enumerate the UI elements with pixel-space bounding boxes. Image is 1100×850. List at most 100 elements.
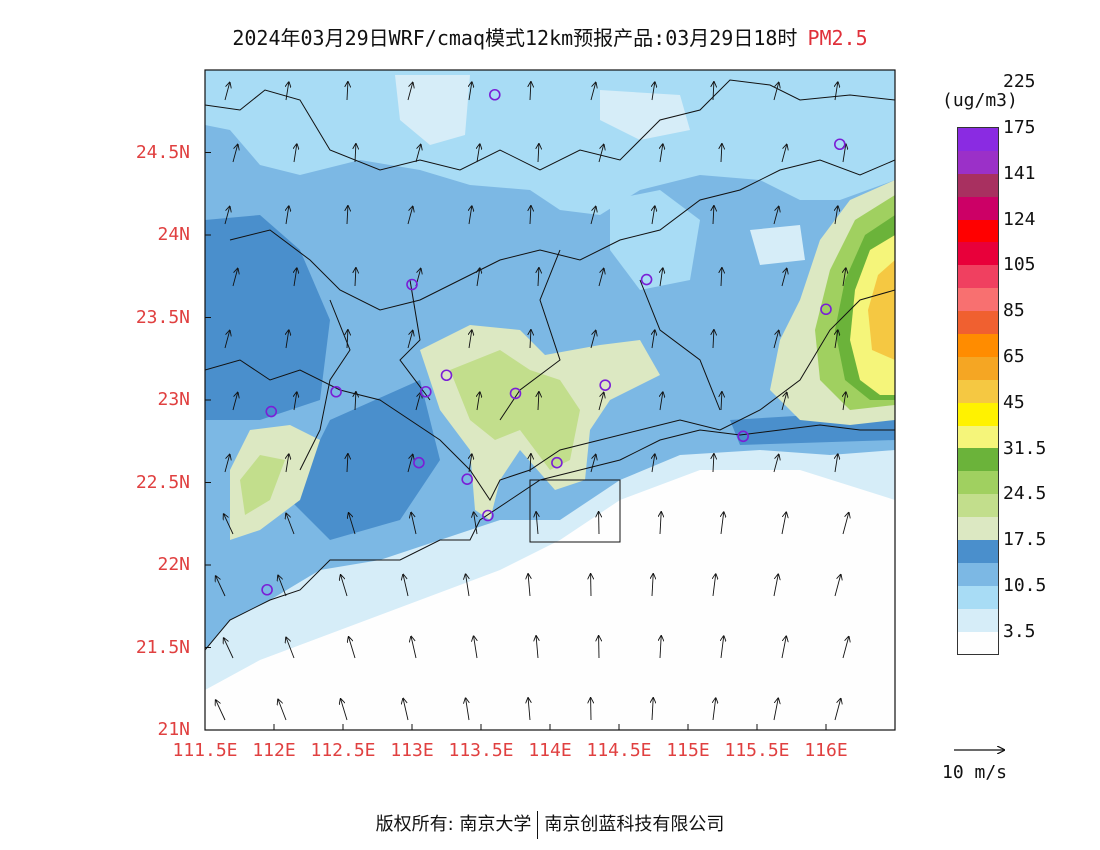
color-bar-segment xyxy=(958,356,998,380)
wind-arrow xyxy=(713,698,716,721)
wind-arrow xyxy=(528,574,530,597)
wind-arrow xyxy=(843,392,846,411)
title-text: 2024年03月29日WRF/cmaq模式12km预报产品:03月29日18时 xyxy=(232,26,798,50)
wind-arrow xyxy=(781,393,787,411)
station-marker xyxy=(640,273,653,286)
wind-arrow xyxy=(598,269,604,287)
wind-arrow xyxy=(590,455,596,473)
wind-arrow xyxy=(660,636,661,659)
wind-arrow xyxy=(349,637,356,659)
wind-arrow xyxy=(415,145,421,163)
wind-arrow xyxy=(477,268,480,287)
wind-reference-label: 10 m/s xyxy=(942,762,1008,783)
wind-arrow xyxy=(530,206,531,225)
wind-arrow xyxy=(286,206,289,225)
wind-arrow xyxy=(713,330,714,349)
footer-divider xyxy=(537,811,539,839)
wind-arrow xyxy=(721,144,722,163)
lon-tick-label: 111.5E xyxy=(172,740,238,761)
wind-arrow xyxy=(286,82,289,101)
wind-arrow xyxy=(278,700,287,721)
station-marker xyxy=(488,88,501,101)
wind-arrow xyxy=(411,637,417,659)
wind-arrow xyxy=(652,698,653,721)
wind-arrow xyxy=(843,144,846,163)
wind-arrow xyxy=(652,454,655,473)
wind-arrow xyxy=(773,455,779,473)
station-marker xyxy=(413,456,425,469)
wind-arrow xyxy=(355,392,356,411)
color-bar-segment xyxy=(958,471,998,495)
wind-arrow xyxy=(538,392,539,411)
station-marker xyxy=(265,405,278,418)
station-marker xyxy=(419,385,432,398)
footer: 版权所有: 南京大学 南京创蓝科技有限公司 xyxy=(0,810,1100,839)
wind-arrow xyxy=(347,82,348,101)
company-text: 南京创蓝科技有限公司 xyxy=(544,814,725,835)
wind-arrow xyxy=(355,144,356,163)
wind-arrow xyxy=(834,699,841,721)
lat-tick-label: 23.5N xyxy=(135,306,190,328)
wind-arrow xyxy=(232,393,238,411)
color-bar-tick-label: 175 xyxy=(1003,117,1036,138)
color-bar-segment xyxy=(958,585,998,609)
lon-tick-label: 114E xyxy=(528,740,572,761)
wind-arrow xyxy=(294,144,297,163)
wind-arrow xyxy=(224,83,230,101)
wind-arrow xyxy=(835,454,838,473)
station-marker xyxy=(737,430,750,443)
color-bar-segment xyxy=(958,562,998,586)
wind-arrow xyxy=(286,454,289,473)
wind-arrow xyxy=(660,512,661,535)
wind-vectors xyxy=(216,82,849,721)
wind-arrow xyxy=(477,392,480,411)
color-bar-tick-label: 10.5 xyxy=(1003,575,1047,596)
wind-arrow xyxy=(403,699,409,721)
lon-tick-label: 113.5E xyxy=(448,740,514,761)
wind-arrow xyxy=(415,393,421,411)
wind-arrow xyxy=(347,330,348,349)
wind-arrow xyxy=(773,331,779,349)
color-bar-segment xyxy=(958,631,998,655)
wind-arrow xyxy=(721,392,722,411)
wind-arrow xyxy=(773,207,779,225)
wind-arrow xyxy=(721,268,722,287)
lon-tick-label: 112.5E xyxy=(310,740,376,761)
wind-arrow xyxy=(474,512,477,535)
station-marker xyxy=(820,303,832,316)
wind-arrow xyxy=(713,574,716,597)
wind-arrow xyxy=(407,455,413,473)
lat-tick-label: 24N xyxy=(157,224,190,245)
wind-arrow xyxy=(469,206,472,225)
color-bar-segment xyxy=(958,150,998,174)
color-bar-segment xyxy=(958,517,998,541)
wind-arrow xyxy=(224,331,230,349)
wind-arrow xyxy=(781,145,787,163)
color-bar-segment xyxy=(958,242,998,266)
wind-arrow xyxy=(652,82,655,101)
wind-arrow xyxy=(538,144,539,163)
wind-arrow xyxy=(278,576,287,597)
wind-arrow xyxy=(773,574,778,597)
color-bar-segment xyxy=(958,540,998,563)
station-marker xyxy=(261,583,273,596)
wind-arrow xyxy=(216,700,226,721)
wind-arrow xyxy=(224,455,230,473)
wind-arrow xyxy=(660,392,663,411)
lon-tick-label: 113E xyxy=(390,740,434,761)
lat-tick-label: 21.5N xyxy=(135,636,190,658)
station-marker xyxy=(461,473,474,486)
station-marker xyxy=(599,379,612,391)
wind-arrow xyxy=(835,82,838,101)
copyright-text: 版权所有: 南京大学 xyxy=(375,814,532,835)
wind-arrow xyxy=(286,514,295,535)
color-bar-tick-label: 141 xyxy=(1003,162,1036,184)
wind-arrow xyxy=(474,636,477,659)
wind-arrow xyxy=(652,206,655,225)
wind-arrow xyxy=(224,514,234,535)
color-bar xyxy=(957,127,999,656)
wind-arrow xyxy=(530,330,531,349)
wind-arrow xyxy=(216,576,226,597)
wind-arrow xyxy=(349,513,356,535)
